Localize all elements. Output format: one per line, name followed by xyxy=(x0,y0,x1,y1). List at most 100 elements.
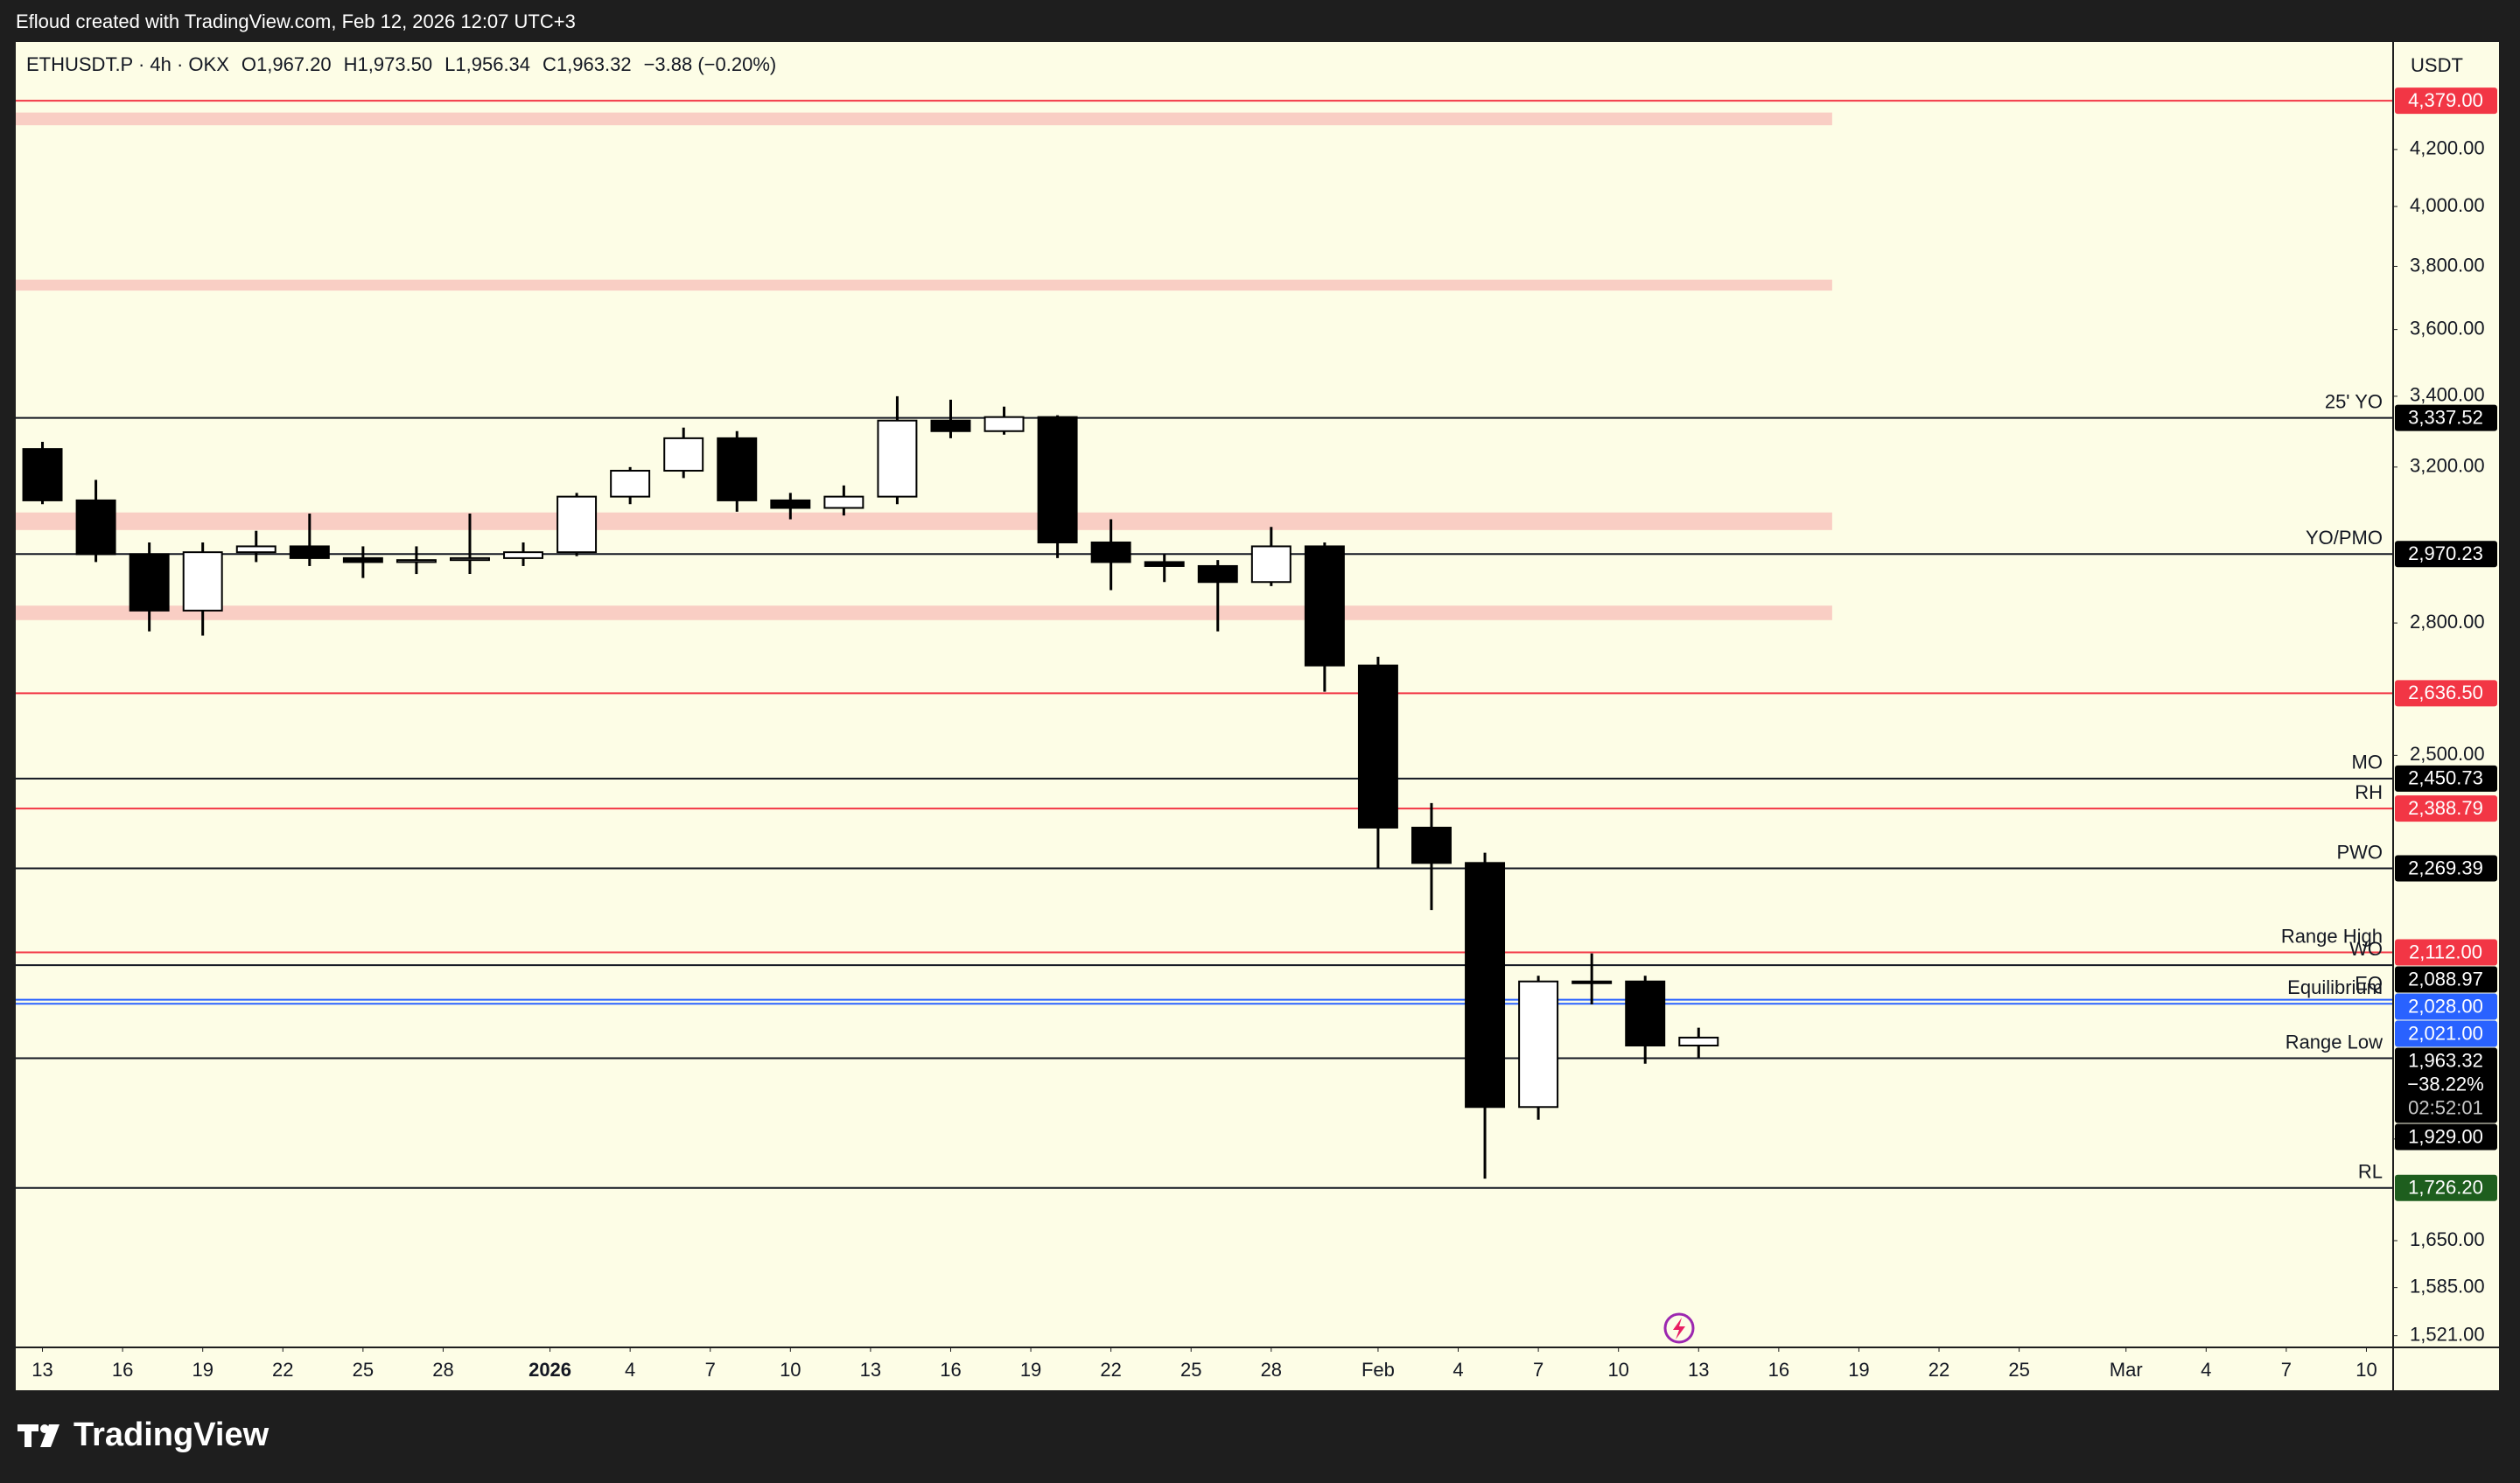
price-tag xyxy=(2395,1123,2497,1151)
price-tag-label: 1,726.20 xyxy=(2408,1177,2483,1199)
candle-body xyxy=(1250,545,1292,584)
y-tick-label: 1,650.00 xyxy=(2410,1228,2485,1250)
y-tick-label: 3,400.00 xyxy=(2410,384,2485,406)
y-tick-label: 1,521.00 xyxy=(2410,1323,2485,1345)
x-tick-label: 16 xyxy=(1768,1359,1789,1381)
x-tick-label: 19 xyxy=(1020,1359,1041,1381)
price-tag xyxy=(2395,993,2497,1020)
price-tag xyxy=(2395,939,2497,966)
price-tag xyxy=(2395,966,2497,993)
plot-area xyxy=(16,100,2393,1189)
x-tick-label: 10 xyxy=(2356,1359,2376,1381)
candle-body xyxy=(556,495,598,554)
price-tag xyxy=(2395,87,2497,115)
level-name: PWO xyxy=(2336,841,2383,863)
price-tag-label: 1,929.00 xyxy=(2408,1125,2483,1147)
candle-body xyxy=(1197,564,1238,584)
zone xyxy=(16,605,1832,620)
x-tick-label: 7 xyxy=(1533,1359,1544,1381)
price-tag xyxy=(2395,541,2497,568)
candle-body xyxy=(129,553,170,612)
x-tick-label: 28 xyxy=(1261,1359,1282,1381)
x-tick-label: 19 xyxy=(1848,1359,1869,1381)
price-tag-label: 2,088.97 xyxy=(2408,968,2483,990)
candle-body xyxy=(877,419,918,498)
zone xyxy=(16,512,1832,530)
x-tick-label: Feb xyxy=(1362,1359,1395,1381)
legend-open: O1,967.20 xyxy=(242,53,332,75)
candle-body xyxy=(75,499,116,556)
candle-body xyxy=(1144,561,1185,567)
candle-body xyxy=(663,437,704,472)
price-tag-label: 2,636.50 xyxy=(2408,682,2483,703)
candle-body xyxy=(1357,664,1398,829)
level-name: RH xyxy=(2355,781,2383,803)
level-name: RL xyxy=(2358,1161,2383,1183)
x-tick-label: 16 xyxy=(940,1359,961,1381)
legend-close: C1,963.32 xyxy=(542,53,632,75)
candle-body xyxy=(1411,826,1452,864)
y-tick-label: 4,200.00 xyxy=(2410,137,2485,159)
price-tag xyxy=(2395,404,2497,431)
price-tag xyxy=(2395,855,2497,882)
zone xyxy=(16,279,1832,291)
candle-body xyxy=(503,551,544,559)
candle-body xyxy=(1572,980,1613,984)
y-tick-label: 3,600.00 xyxy=(2410,317,2485,339)
price-tag xyxy=(2395,680,2497,707)
x-tick-label: 4 xyxy=(1452,1359,1463,1381)
price-change: −38.22% xyxy=(2407,1073,2483,1095)
price-tag xyxy=(2395,795,2497,822)
price-tag-label: 2,269.39 xyxy=(2408,857,2483,878)
x-tick-label: 10 xyxy=(780,1359,801,1381)
price-tag-label: 2,450.73 xyxy=(2408,767,2483,789)
price-tag-label: 4,379.00 xyxy=(2408,89,2483,111)
x-tick-label: 7 xyxy=(2281,1359,2292,1381)
candle-body xyxy=(1037,416,1078,543)
candle-body xyxy=(449,556,490,562)
legend-low: L1,956.34 xyxy=(444,53,530,75)
level-name: MO xyxy=(2352,752,2383,773)
candle-body xyxy=(1678,1036,1719,1047)
candle-body xyxy=(1465,862,1506,1109)
candle-body xyxy=(1518,980,1559,1109)
brand-logo xyxy=(18,1424,60,1447)
candle-body xyxy=(770,499,811,509)
candle-body xyxy=(289,545,330,559)
price-tag xyxy=(2395,765,2497,792)
candle-body xyxy=(342,556,383,563)
x-tick-label: 13 xyxy=(32,1359,52,1381)
x-tick-label: 25 xyxy=(2008,1359,2029,1381)
x-tick-label: 13 xyxy=(860,1359,881,1381)
candle-body xyxy=(235,545,276,554)
candle-body xyxy=(182,551,223,612)
legend-symbol: ETHUSDT.P · 4h · OKX xyxy=(26,53,229,75)
brand: TradingView xyxy=(74,1417,270,1453)
candle-body xyxy=(984,416,1025,432)
credit: Efloud created with TradingView.com, Feb… xyxy=(16,10,576,32)
price-tag-label: 2,021.00 xyxy=(2408,1022,2483,1044)
x-tick-label: 7 xyxy=(705,1359,716,1381)
price-tag xyxy=(2395,1174,2497,1201)
x-tick-label: 4 xyxy=(2201,1359,2211,1381)
plot-background xyxy=(16,42,2499,1390)
legend-change: −3.88 (−0.20%) xyxy=(644,53,777,75)
x-tick-label: Mar xyxy=(2110,1359,2143,1381)
alert-icon[interactable] xyxy=(1663,1312,1695,1344)
price-tag xyxy=(2395,1020,2497,1047)
legend-high: H1,973.50 xyxy=(344,53,433,75)
legend: ETHUSDT.P · 4h · OKX O1,967.20 H1,973.50 L1… xyxy=(26,53,776,75)
level-name: Range Low xyxy=(2286,1031,2383,1053)
level-name: WO xyxy=(2349,938,2383,960)
y-tick-label: 3,800.00 xyxy=(2410,254,2485,276)
zone xyxy=(16,112,1832,126)
price-unit: USDT xyxy=(2411,54,2463,76)
level-name: YO/PMO xyxy=(2306,527,2383,549)
candle-body xyxy=(1090,541,1131,563)
price-tag-label: 1,963.32 xyxy=(2408,1049,2483,1071)
level-name: EQ xyxy=(2355,972,2383,994)
x-tick-label: 25 xyxy=(353,1359,374,1381)
candle-body xyxy=(610,470,651,498)
